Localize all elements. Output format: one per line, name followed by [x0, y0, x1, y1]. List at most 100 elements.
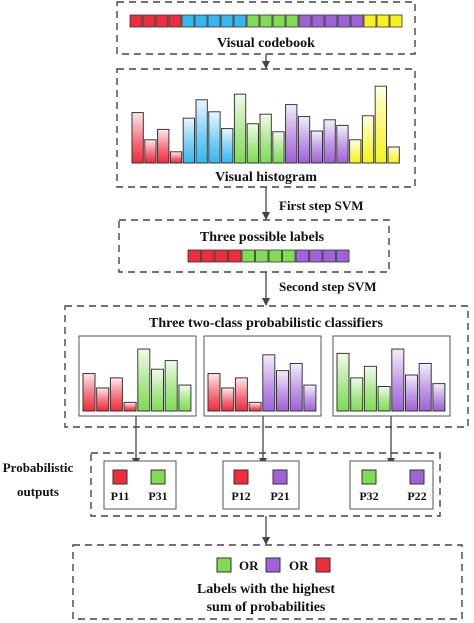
classifiers-box — [64, 305, 469, 428]
classifier-1-bar-shade — [179, 385, 191, 411]
output-group-1 — [103, 460, 177, 510]
histogram-bar-shade — [196, 100, 207, 163]
codebook-cell — [311, 14, 325, 28]
output-label-p31: P31 — [148, 489, 167, 503]
histogram-bar-shade — [183, 118, 194, 163]
result-squares — [216, 557, 331, 573]
codebook-cell — [233, 14, 247, 28]
label-strip-cell — [214, 249, 228, 263]
label-strip-cell — [255, 249, 269, 263]
output-square-green — [150, 469, 166, 485]
output-square-red — [112, 469, 128, 485]
classifier-1-bar-shade — [124, 402, 136, 411]
codebook-cell — [155, 14, 169, 28]
probabilistic-outputs-label-line2: outputs — [17, 484, 59, 499]
histogram-bar-shade — [247, 124, 258, 163]
output-label-p21: P21 — [270, 489, 289, 503]
output-label-p12: P12 — [231, 489, 250, 503]
classifier-2-bar-shade — [304, 385, 316, 411]
histogram-bar-shade — [337, 125, 348, 163]
classifier-bars — [82, 348, 446, 412]
histogram-bar-shade — [298, 117, 310, 163]
classifier-2-bar-shade — [277, 371, 288, 411]
classifier-3-bar-shade — [378, 387, 390, 411]
output-label-p22: P22 — [407, 489, 426, 503]
codebook-cell — [324, 14, 338, 28]
codebook-cell — [194, 14, 208, 28]
label-strip-cell — [241, 249, 255, 263]
classifier-2-bar-shade — [263, 355, 275, 411]
three-labels-strip — [187, 249, 350, 263]
codebook-cell — [181, 14, 195, 28]
classifier-3-bar-shade — [406, 375, 417, 411]
result-square-green — [216, 557, 232, 573]
label-strip-cell — [295, 249, 309, 263]
histogram-bar-shade — [324, 120, 335, 163]
codebook-cell — [337, 14, 351, 28]
histogram-bar-shade — [209, 112, 220, 163]
classifier-3-bar-shade — [392, 349, 404, 411]
outputs-box — [90, 452, 441, 517]
label-strip-cell — [268, 249, 282, 263]
codebook-cell — [272, 14, 286, 28]
histogram-bar-shade — [222, 129, 233, 163]
histogram-bar-shade — [158, 129, 169, 163]
first-step-svm-label: First step SVM — [279, 198, 364, 213]
probabilistic-outputs-label-line1: Probabilistic — [3, 460, 74, 475]
classifier-3-bar-shade — [337, 353, 349, 411]
codebook-cell — [142, 14, 156, 28]
classifier-2-bar-shade — [249, 402, 261, 411]
codebook-cell — [285, 14, 299, 28]
classifier-1-bar-shade — [165, 361, 177, 411]
classifier-2-bar-shade — [222, 388, 234, 411]
or-text-1: OR — [239, 558, 259, 573]
classifier-3-bar-shade — [433, 384, 445, 411]
codebook-cell — [350, 14, 364, 28]
histogram-bar-shade — [375, 86, 386, 163]
classifier-1-bar-shade — [152, 369, 163, 411]
histogram-bar-shade — [132, 113, 143, 163]
codebook-cell — [168, 14, 182, 28]
label-strip-cell — [201, 249, 215, 263]
histogram-bar-shade — [350, 140, 361, 163]
codebook-cell — [389, 14, 403, 28]
histogram-bar-shade — [260, 114, 271, 163]
classifier-1-bar-shade — [83, 374, 95, 411]
histogram-bar-shade — [234, 94, 246, 163]
output-square-green — [361, 469, 377, 485]
output-group-2 — [222, 460, 300, 510]
classifier-3-bar-shade — [419, 363, 431, 411]
result-box — [72, 544, 463, 620]
classifier-2-bar-shade — [235, 378, 247, 411]
result-label-line2: sum of probabilities — [207, 600, 326, 615]
output-group-3 — [349, 460, 434, 510]
output-square-red — [233, 469, 249, 485]
label-strip-cell — [309, 249, 323, 263]
label-strip-cell — [228, 249, 242, 263]
label-strip-cell — [336, 249, 350, 263]
codebook-cell — [207, 14, 221, 28]
output-label-p11: P11 — [111, 489, 130, 503]
histogram-bar-shade — [388, 147, 399, 163]
result-square-purple — [265, 557, 281, 573]
classifiers-label: Three two-class probabilistic classifier… — [149, 316, 384, 331]
label-strip-cell — [322, 249, 336, 263]
classifier-1-bar-shade — [110, 378, 122, 411]
histogram-bar-shade — [145, 140, 156, 163]
result-label-line1: Labels with the highest — [197, 582, 335, 597]
histogram-bar-shade — [170, 152, 182, 163]
classifier-1-bar-shade — [97, 388, 109, 411]
output-square-purple — [272, 469, 288, 485]
histogram-label: Visual histogram — [215, 170, 317, 185]
codebook-cell — [363, 14, 377, 28]
codebook-cell — [246, 14, 260, 28]
classifier-2-bar-shade — [208, 374, 220, 411]
classifier-2-bar-shade — [290, 363, 302, 411]
output-square-purple — [409, 469, 425, 485]
three-labels-label: Three possible labels — [200, 230, 325, 245]
codebook-cell — [129, 14, 143, 28]
codebook-strip — [129, 14, 403, 28]
second-step-svm-label: Second step SVM — [279, 279, 377, 294]
histogram-bars — [131, 85, 400, 164]
